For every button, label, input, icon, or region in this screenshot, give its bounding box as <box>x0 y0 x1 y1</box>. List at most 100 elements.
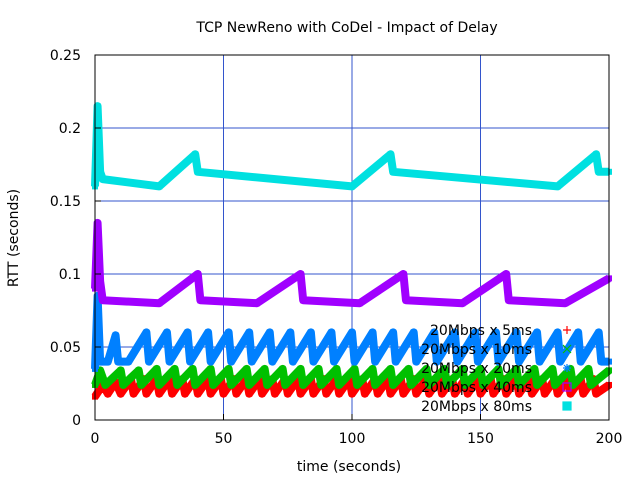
data-point <box>97 168 104 175</box>
data-point <box>228 381 235 388</box>
data-point <box>163 329 170 336</box>
y-tick-label: 0 <box>72 413 81 429</box>
data-point <box>356 300 363 307</box>
data-point <box>310 390 317 397</box>
data-point <box>349 390 355 397</box>
data-point <box>97 358 104 365</box>
data-point <box>451 329 458 336</box>
data-point <box>567 390 574 397</box>
data-point <box>284 390 291 397</box>
data-point <box>413 358 420 365</box>
data-point <box>490 390 497 397</box>
data-point <box>374 390 381 397</box>
data-point <box>534 381 541 388</box>
legend-marker <box>563 364 571 372</box>
data-point <box>289 358 296 365</box>
data-point <box>390 381 397 388</box>
data-point <box>387 151 394 158</box>
series-20Mbps-x-10ms <box>91 364 612 389</box>
data-point <box>564 376 571 383</box>
data-point <box>115 358 122 365</box>
data-point <box>246 329 253 336</box>
x-tick-label: 150 <box>467 431 494 447</box>
data-point <box>233 390 240 397</box>
data-point <box>271 390 278 397</box>
data-point <box>390 168 397 175</box>
legend-label: 20Mbps x 10ms <box>421 342 532 358</box>
data-point <box>259 390 266 397</box>
data-point <box>528 390 535 397</box>
axis-ticks: 0 50 100 150 200 0 0.05 0.1 0.15 0.2 0.25 <box>50 48 623 447</box>
data-point <box>166 358 173 365</box>
data-point <box>99 297 106 304</box>
data-point <box>426 381 433 388</box>
data-point <box>210 381 217 388</box>
data-point <box>541 390 548 397</box>
data-point <box>300 297 307 304</box>
data-point <box>402 297 409 304</box>
data-point <box>554 329 561 336</box>
data-point <box>228 358 235 365</box>
data-point <box>194 168 201 175</box>
data-point <box>295 376 302 383</box>
data-point <box>331 358 338 365</box>
data-point <box>369 329 376 336</box>
data-point <box>549 365 556 372</box>
data-point <box>194 390 201 397</box>
data-point <box>472 329 479 336</box>
data-point <box>225 329 232 336</box>
x-tick-label: 100 <box>339 431 366 447</box>
data-point <box>474 358 481 365</box>
data-point <box>595 329 602 336</box>
data-point <box>593 151 600 158</box>
data-point <box>153 365 160 372</box>
data-point <box>156 390 163 397</box>
data-point <box>143 390 150 397</box>
legend-label: 20Mbps x 20ms <box>421 361 532 377</box>
data-point <box>117 390 124 397</box>
data-point <box>243 365 250 372</box>
data-point <box>369 365 376 372</box>
data-point <box>580 390 587 397</box>
legend-marker <box>562 344 572 354</box>
data-point <box>498 381 505 388</box>
data-point <box>248 358 255 365</box>
data-point <box>207 358 214 365</box>
data-point <box>384 376 391 383</box>
data-point <box>554 390 561 397</box>
data-point <box>97 367 104 374</box>
data-point <box>246 390 253 397</box>
data-point <box>431 329 438 336</box>
legend: 20Mbps x 5ms 20Mbps x 10ms 20Mbps x 20ms 20… <box>421 323 572 415</box>
x-axis-label: time (seconds) <box>297 459 401 475</box>
data-point <box>135 367 142 374</box>
data-point <box>516 390 523 397</box>
data-point <box>117 367 124 374</box>
series-line <box>91 291 609 370</box>
data-point <box>570 381 577 388</box>
y-tick-label: 0.05 <box>50 340 81 356</box>
data-point <box>205 329 212 336</box>
data-point <box>595 168 602 175</box>
data-point <box>400 390 407 397</box>
legend-label: 20Mbps x 80ms <box>421 399 532 415</box>
data-point <box>207 390 214 397</box>
data-point <box>464 390 471 397</box>
data-point <box>372 381 379 388</box>
data-point <box>94 292 101 299</box>
data-point <box>138 381 145 388</box>
y-tick-label: 0.1 <box>59 267 81 283</box>
data-point <box>567 365 574 372</box>
data-point <box>207 365 214 372</box>
data-point <box>310 358 317 365</box>
data-point <box>451 390 458 397</box>
data-point <box>513 365 520 372</box>
data-point <box>562 300 569 307</box>
data-point <box>125 358 132 365</box>
chart-title: TCP NewReno with CoDel - Impact of Delay <box>195 20 497 36</box>
data-point <box>516 358 523 365</box>
data-point <box>205 376 212 383</box>
data-point <box>557 358 564 365</box>
data-point <box>282 381 289 388</box>
